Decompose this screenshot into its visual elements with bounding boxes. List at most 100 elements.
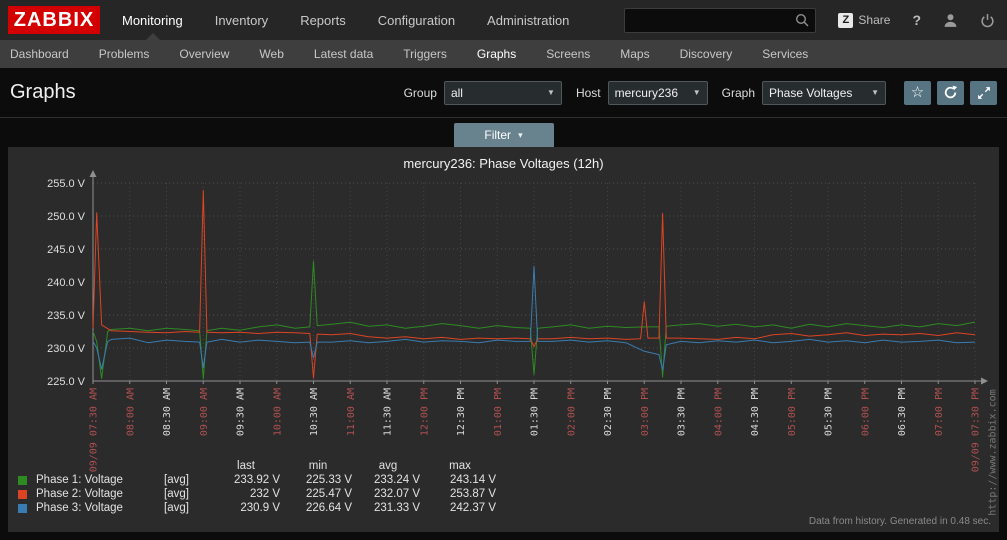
main-menu-item-configuration[interactable]: Configuration: [377, 12, 456, 28]
x-tick-label: 05:30 PM: [824, 388, 835, 436]
star-icon: ☆: [910, 84, 925, 101]
series-line-phase-2-voltage: [92, 190, 976, 379]
subnav-item-maps[interactable]: Maps: [620, 47, 650, 61]
page-header-row: Graphs Group all ▼ Host mercury236 ▼ Graph Phas…: [0, 68, 1007, 118]
subnav-item-discovery[interactable]: Discovery: [679, 47, 733, 61]
chart-plot-area[interactable]: 255.0 V 250.0 V 245.0 V 240.0 V 235.0 V 230.0…: [8, 147, 999, 532]
top-header: ZABBIX Monitoring Inventory Reports Configu…: [0, 0, 1007, 40]
x-tick-label: 10:00 AM: [272, 388, 283, 436]
legend-header-row: last min avg max: [18, 459, 496, 473]
y-tick-label: 245.0 V: [47, 244, 86, 256]
subnav-item-dashboard[interactable]: Dashboard: [10, 47, 69, 61]
subnav-item-web[interactable]: Web: [259, 47, 284, 61]
graph-controls: Group all ▼ Host mercury236 ▼ Graph Phase Volta…: [404, 80, 997, 105]
zabbix-logo[interactable]: ZABBIX: [8, 6, 100, 34]
graph-select[interactable]: Phase Voltages ▼: [762, 80, 886, 105]
host-label: Host: [575, 85, 601, 100]
legend-min: 225.47 V: [305, 488, 352, 500]
legend-max: 242.37 V: [449, 502, 496, 514]
legend-name: Phase 3: Voltage: [36, 502, 123, 514]
share-button[interactable]: Z Share: [838, 12, 891, 28]
subnav-item-latest-data[interactable]: Latest data: [313, 47, 374, 61]
main-menu-item-monitoring[interactable]: Monitoring: [122, 12, 183, 28]
legend-max: 253.87 V: [449, 488, 496, 500]
refresh-icon: [944, 85, 958, 99]
x-tick-label: 08:30 AM: [162, 388, 173, 436]
x-tick-label: 09/09 07:30 AM: [89, 388, 100, 472]
x-tick-label: 06:30 PM: [897, 388, 908, 436]
x-tick-label: 02:30 PM: [603, 388, 614, 436]
x-tick-label: 09:00 AM: [199, 388, 210, 436]
page-title: Graphs: [10, 81, 76, 103]
refresh-button[interactable]: [937, 80, 964, 105]
x-tick-label: 04:00 PM: [713, 388, 724, 436]
filter-toggle-button[interactable]: Filter ▾: [453, 123, 554, 147]
chart-footer-status: Data from history. Generated in 0.48 sec…: [808, 516, 991, 527]
subnav-item-services[interactable]: Services: [762, 47, 809, 61]
search-box[interactable]: [624, 7, 817, 33]
legend-last: 233.92 V: [233, 474, 280, 486]
y-tick-label: 225.0 V: [47, 376, 86, 388]
x-tick-label: 11:00 AM: [346, 388, 357, 436]
legend-min: 225.33 V: [305, 474, 352, 486]
legend-avg: 233.24 V: [373, 474, 420, 486]
legend-last: 230.9 V: [240, 502, 280, 514]
legend-row: Phase 1: Voltage [avg] 233.92 V 225.33 V 233…: [18, 473, 496, 487]
main-menu-item-inventory[interactable]: Inventory: [214, 12, 269, 28]
share-label: Share: [858, 13, 891, 27]
chevron-down-icon: ▼: [547, 88, 555, 97]
x-tick-label: 09:30 AM: [236, 388, 247, 436]
legend-min: 226.64 V: [305, 502, 352, 514]
legend-row: Phase 3: Voltage [avg] 230.9 V 226.64 V 231.…: [18, 501, 496, 515]
main-menu: Monitoring Inventory Reports Configuration A…: [122, 9, 569, 32]
x-tick-label: 01:30 PM: [530, 388, 541, 436]
active-menu-notch: [146, 33, 160, 40]
legend-column-max: max: [449, 460, 471, 472]
filter-zone: Filter ▾: [0, 118, 1007, 147]
legend-name: Phase 2: Voltage: [36, 488, 123, 500]
legend-avg: 232.07 V: [373, 488, 420, 500]
toolbar-buttons: ☆: [904, 80, 997, 105]
y-tick-label: 250.0 V: [47, 211, 86, 223]
logout-button[interactable]: [980, 13, 995, 28]
subnav-item-graphs[interactable]: Graphs: [476, 47, 517, 61]
header-actions: Z Share ?: [624, 7, 995, 33]
x-tick-label: 06:00 PM: [860, 388, 871, 436]
series-line-phase-3-voltage: [92, 265, 976, 371]
chevron-down-icon: ▼: [692, 88, 701, 97]
profile-button[interactable]: [943, 13, 958, 28]
x-tick-label: 01:00 PM: [493, 388, 504, 436]
filter-group-host: Host mercury236 ▼: [575, 80, 708, 105]
subnav-item-overview[interactable]: Overview: [179, 47, 230, 61]
legend-last: 232 V: [249, 488, 280, 500]
sub-navigation: Dashboard Problems Overview Web Latest data T…: [0, 33, 1007, 68]
subnav-item-triggers[interactable]: Triggers: [403, 47, 447, 61]
legend-max: 243.14 V: [449, 474, 496, 486]
group-select[interactable]: all ▼: [443, 80, 562, 105]
x-tick-label: 12:00 PM: [419, 388, 430, 436]
search-input[interactable]: [631, 13, 796, 27]
x-tick-label: 05:00 PM: [787, 388, 798, 436]
expand-icon: [977, 86, 990, 99]
y-axis-arrow-icon: [89, 170, 97, 177]
subnav-item-problems[interactable]: Problems: [98, 47, 150, 61]
zabbix-watermark: http://www.zabbix.com: [987, 389, 999, 516]
y-tick-label: 255.0 V: [47, 178, 86, 190]
graph-label: Graph: [721, 85, 755, 100]
legend-column-min: min: [308, 460, 328, 472]
x-tick-label: 10:30 AM: [309, 388, 320, 436]
host-select[interactable]: mercury236 ▼: [607, 80, 708, 105]
subnav-item-screens[interactable]: Screens: [546, 47, 591, 61]
main-menu-item-administration[interactable]: Administration: [487, 12, 570, 28]
search-icon[interactable]: [795, 13, 809, 27]
x-tick-label: 02:00 PM: [566, 388, 577, 436]
filter-label: Filter: [484, 128, 512, 142]
legend-func: [avg]: [164, 474, 189, 486]
user-icon: [944, 13, 957, 27]
main-menu-item-reports[interactable]: Reports: [300, 12, 346, 28]
x-tick-label: 04:30 PM: [750, 388, 761, 436]
favourites-button[interactable]: ☆: [904, 80, 931, 105]
fullscreen-button[interactable]: [970, 80, 997, 105]
help-button[interactable]: ?: [912, 12, 921, 28]
chevron-down-icon: ▼: [871, 88, 879, 97]
